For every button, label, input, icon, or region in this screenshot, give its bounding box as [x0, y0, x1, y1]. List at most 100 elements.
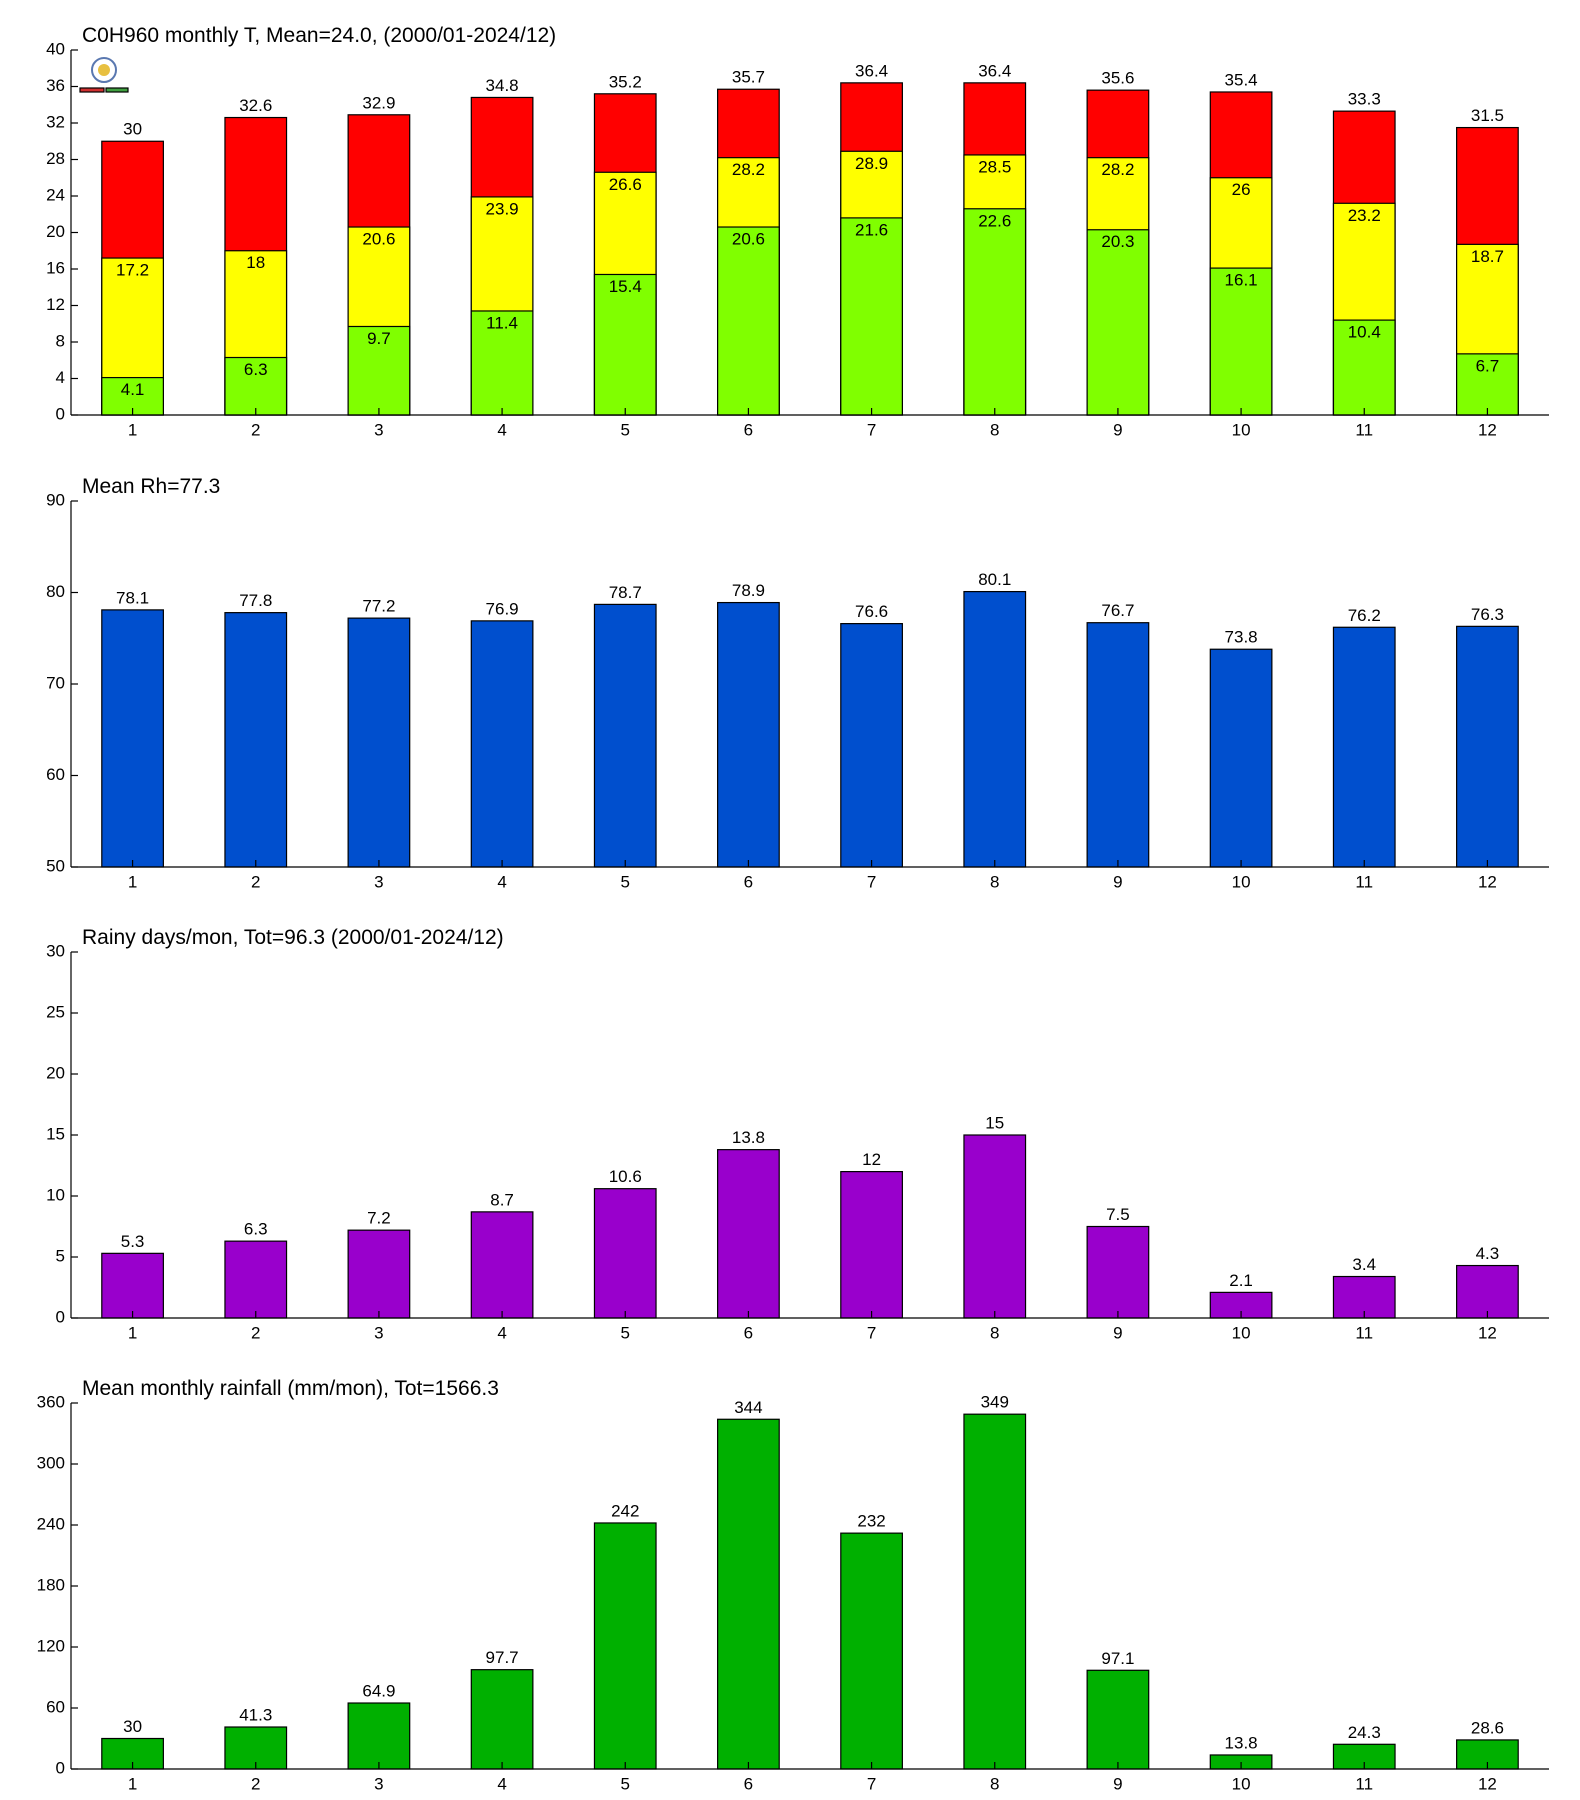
x-tick-label: 9	[1113, 420, 1122, 439]
y-tick-label: 80	[46, 582, 65, 601]
x-tick-label: 2	[251, 872, 260, 891]
data-label: 77.8	[239, 591, 272, 610]
bar	[717, 601, 780, 868]
bar	[840, 623, 903, 868]
bar	[1209, 648, 1273, 868]
y-tick-label: 20	[46, 1063, 65, 1082]
data-label: 28.2	[1101, 160, 1134, 179]
bar	[1086, 1669, 1150, 1770]
y-tick-label: 8	[56, 331, 65, 350]
x-tick-label: 4	[497, 1774, 506, 1793]
data-label: 9.7	[367, 329, 391, 348]
x-tick-label: 5	[621, 1774, 630, 1793]
y-tick-label: 120	[37, 1636, 65, 1655]
data-label: 7.2	[367, 1209, 391, 1228]
data-label: 23.9	[486, 199, 519, 218]
y-tick-label: 240	[37, 1514, 65, 1533]
x-tick-label: 9	[1113, 872, 1122, 891]
data-label: 12	[862, 1150, 881, 1169]
data-label: 10.6	[609, 1167, 642, 1186]
bar	[470, 1669, 534, 1770]
bar	[347, 1702, 411, 1770]
x-tick-label: 7	[867, 1323, 876, 1342]
y-tick-label: 15	[46, 1124, 65, 1143]
bar	[101, 609, 164, 868]
x-tick-label: 11	[1355, 872, 1373, 891]
y-tick-label: 4	[56, 368, 65, 387]
data-label: 64.9	[362, 1682, 395, 1701]
data-label: 97.1	[1101, 1649, 1134, 1668]
bar	[224, 1240, 288, 1319]
y-tick-label: 180	[37, 1575, 65, 1594]
x-tick-label: 1	[128, 872, 137, 891]
y-tick-label: 36	[46, 76, 65, 95]
data-label: 13.8	[1225, 1733, 1258, 1752]
bar	[593, 273, 657, 416]
x-tick-label: 12	[1478, 420, 1497, 439]
bar	[717, 1418, 780, 1770]
x-tick-label: 3	[374, 420, 383, 439]
data-label: 232	[857, 1512, 885, 1531]
data-label: 34.8	[486, 76, 519, 95]
y-tick-label: 16	[46, 258, 65, 277]
x-tick-label: 8	[990, 420, 999, 439]
bar	[1086, 1225, 1150, 1319]
y-tick-label: 0	[56, 404, 65, 423]
x-tick-label: 2	[251, 1774, 260, 1793]
x-tick-label: 6	[744, 872, 753, 891]
x-tick-label: 6	[744, 1774, 753, 1793]
data-label: 26.6	[609, 175, 642, 194]
bar	[347, 617, 411, 868]
y-tick-label: 70	[46, 673, 65, 692]
logo	[79, 57, 129, 93]
data-label: 6.3	[244, 1220, 268, 1239]
bar	[717, 1149, 780, 1319]
bar	[963, 1413, 1027, 1770]
y-tick-label: 32	[46, 112, 65, 131]
data-label: 77.2	[362, 597, 395, 616]
data-label: 18	[246, 253, 265, 272]
data-label: 3.4	[1352, 1255, 1376, 1274]
data-label: 76.3	[1471, 605, 1504, 624]
data-label: 35.4	[1225, 70, 1258, 89]
y-tick-label: 10	[46, 1185, 65, 1204]
data-label: 36.4	[855, 61, 888, 80]
data-label: 30	[123, 120, 142, 139]
x-tick-label: 7	[867, 420, 876, 439]
data-label: 35.7	[732, 68, 765, 87]
x-tick-label: 11	[1355, 1323, 1373, 1342]
data-label: 26	[1232, 180, 1251, 199]
bar	[963, 208, 1027, 416]
x-tick-label: 9	[1113, 1323, 1122, 1342]
data-label: 344	[734, 1398, 762, 1417]
x-tick-label: 10	[1232, 1774, 1251, 1793]
data-label: 11.4	[486, 313, 518, 332]
data-label: 78.1	[116, 588, 149, 607]
data-label: 4.1	[121, 380, 145, 399]
bar	[1332, 626, 1396, 868]
data-label: 349	[981, 1393, 1009, 1412]
chart-title: Mean monthly rainfall (mm/mon), Tot=1566…	[82, 1377, 499, 1400]
data-label: 22.6	[978, 211, 1011, 230]
data-label: 76.9	[486, 599, 519, 618]
data-label: 17.2	[116, 261, 149, 280]
x-tick-label: 12	[1478, 1774, 1497, 1793]
x-tick-label: 2	[251, 420, 260, 439]
x-tick-label: 11	[1355, 1774, 1373, 1793]
bar	[470, 310, 534, 416]
data-label: 28.5	[978, 157, 1011, 176]
bar	[1086, 622, 1150, 868]
data-label: 7.5	[1106, 1205, 1130, 1224]
data-label: 76.2	[1348, 606, 1381, 625]
x-tick-label: 4	[497, 1323, 506, 1342]
x-tick-label: 6	[744, 1323, 753, 1342]
y-tick-label: 360	[37, 1392, 65, 1411]
x-tick-label: 1	[128, 1323, 137, 1342]
x-tick-label: 10	[1232, 872, 1251, 891]
y-tick-label: 0	[56, 1307, 65, 1326]
data-label: 18.7	[1471, 247, 1504, 266]
x-tick-label: 6	[744, 420, 753, 439]
data-label: 15.4	[609, 277, 642, 296]
x-tick-label: 3	[374, 1774, 383, 1793]
